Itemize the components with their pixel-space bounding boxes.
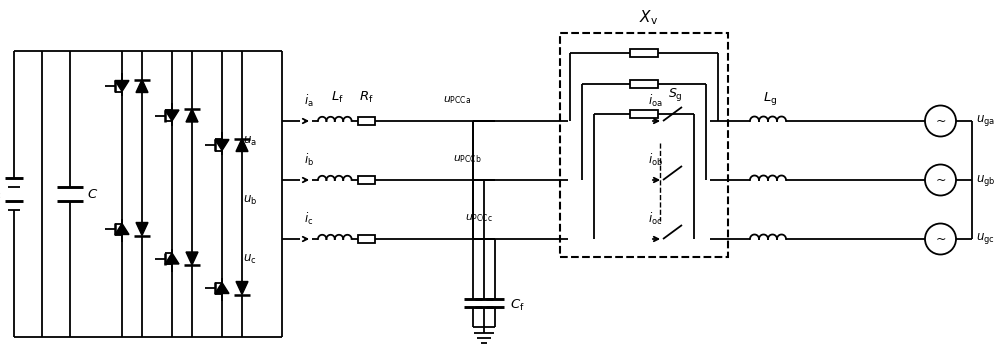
Text: $u_{\rm PCCa}$: $u_{\rm PCCa}$ [443, 94, 471, 106]
Text: $S_{\rm g}$: $S_{\rm g}$ [668, 86, 683, 103]
Text: $C$: $C$ [87, 187, 98, 200]
Text: $u_{\rm dc}$: $u_{\rm dc}$ [0, 187, 2, 201]
Text: $u_{\rm PCCb}$: $u_{\rm PCCb}$ [453, 153, 482, 165]
Text: $u_{\rm gb}$: $u_{\rm gb}$ [976, 173, 995, 187]
Text: $i_{\rm oa}$: $i_{\rm oa}$ [648, 93, 663, 109]
Polygon shape [136, 79, 148, 93]
Text: $u_{\rm ga}$: $u_{\rm ga}$ [976, 113, 995, 129]
Text: ~: ~ [935, 233, 946, 246]
Text: ~: ~ [935, 115, 946, 127]
Bar [630, 110, 658, 118]
Polygon shape [236, 139, 248, 151]
Text: ~: ~ [935, 173, 946, 186]
Text: $C_{\rm f}$: $C_{\rm f}$ [510, 298, 525, 313]
Text: $i_{\rm a}$: $i_{\rm a}$ [304, 93, 314, 109]
Text: $u_{\rm b}$: $u_{\rm b}$ [243, 194, 257, 207]
Text: $L_{\rm g}$: $L_{\rm g}$ [763, 90, 777, 107]
Polygon shape [136, 223, 148, 236]
Text: $i_{\rm c}$: $i_{\rm c}$ [304, 211, 313, 227]
Polygon shape [115, 80, 129, 92]
Polygon shape [115, 224, 129, 234]
Bar [630, 80, 658, 88]
Text: $i_{\rm b}$: $i_{\rm b}$ [304, 152, 314, 168]
Text: $L_{\rm f}$: $L_{\rm f}$ [331, 90, 343, 105]
Bar [630, 49, 658, 57]
Polygon shape [236, 281, 248, 294]
Polygon shape [165, 110, 179, 121]
Bar [358, 235, 375, 243]
Polygon shape [186, 252, 198, 265]
Polygon shape [186, 109, 198, 122]
Polygon shape [215, 283, 229, 294]
Text: $i_{\rm oc}$: $i_{\rm oc}$ [648, 211, 662, 227]
Text: $u_{\rm gc}$: $u_{\rm gc}$ [976, 232, 995, 247]
Bar [560, 33, 728, 257]
Text: $u_{\rm a}$: $u_{\rm a}$ [243, 135, 257, 148]
Text: $R_{\rm f}$: $R_{\rm f}$ [359, 90, 374, 105]
Text: $i_{\rm ob}$: $i_{\rm ob}$ [648, 152, 663, 168]
Text: $u_{\rm c}$: $u_{\rm c}$ [243, 253, 257, 266]
Text: $u_{\rm PCCc}$: $u_{\rm PCCc}$ [465, 212, 493, 224]
Bar [358, 176, 375, 184]
Polygon shape [215, 140, 229, 150]
Polygon shape [165, 253, 179, 264]
Bar [358, 117, 375, 125]
Text: $X_{\rm v}$: $X_{\rm v}$ [639, 8, 659, 27]
